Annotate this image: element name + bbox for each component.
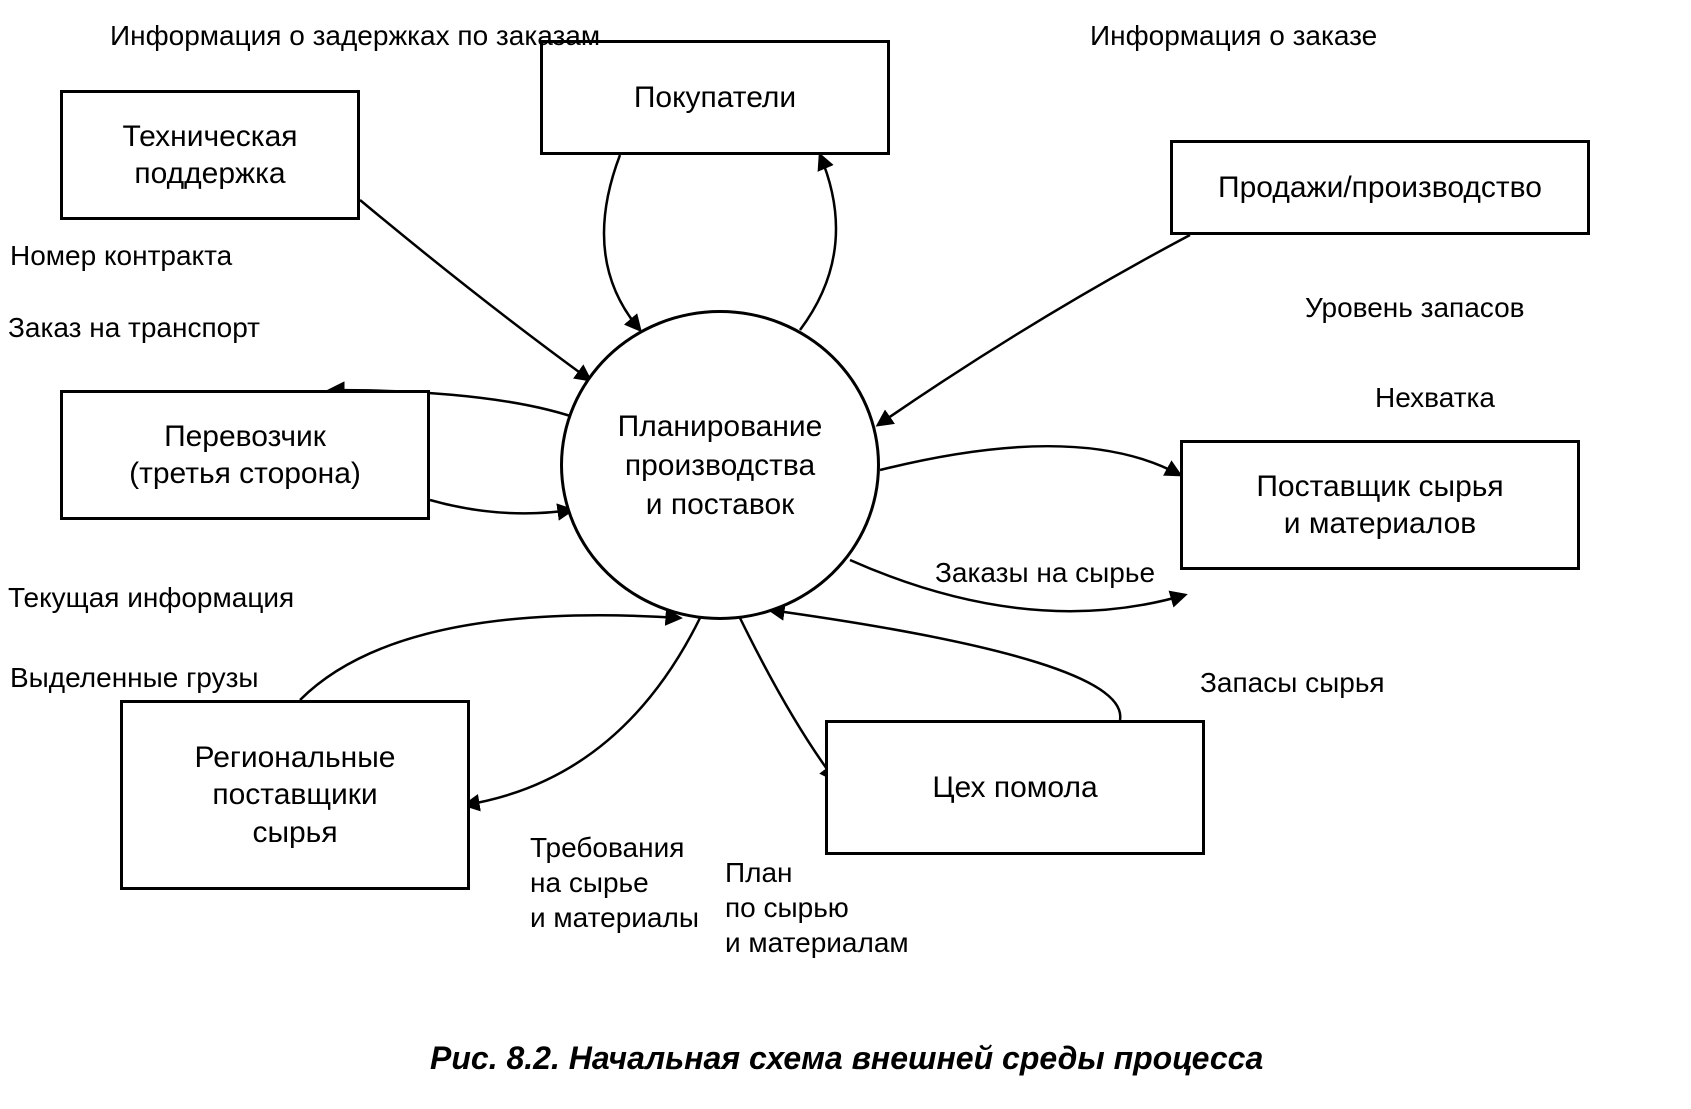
edge-label-shortage: Нехватка [1375, 380, 1495, 415]
node-label-sales: Продажи/производство [1218, 169, 1542, 207]
edge-label-order_info: Информация о заказе [1090, 18, 1377, 53]
node-regional: Региональные поставщики сырья [120, 700, 470, 890]
edge-label-current: Текущая информация [8, 580, 294, 615]
edge-regional-center [300, 615, 680, 700]
node-label-tech: Техническая поддержка [122, 118, 297, 193]
edge-label-raw_orders: Заказы на сырье [935, 555, 1155, 590]
edge-sales-center [878, 235, 1190, 425]
edge-label-stock_lvl: Уровень запасов [1305, 290, 1525, 325]
edge-center-supplier-shortage [880, 446, 1180, 475]
edge-mill-center-stock [770, 610, 1120, 720]
edge-center-mill-plan [740, 618, 835, 780]
edge-label-transport: Заказ на транспорт [8, 310, 260, 345]
edge-buyers-to-center [604, 155, 640, 330]
edge-carrier-center [430, 500, 572, 513]
edge-tech-center [360, 200, 590, 380]
node-supplier: Поставщик сырья и материалов [1180, 440, 1580, 570]
edge-label-allocated: Выделенные грузы [10, 660, 259, 695]
node-buyers: Покупатели [540, 40, 890, 155]
node-mill: Цех помола [825, 720, 1205, 855]
diagram-canvas: Планирование производства и поставок Техн… [0, 0, 1691, 1109]
node-label-carrier: Перевозчик (третья сторона) [129, 418, 361, 493]
node-label-mill: Цех помола [932, 769, 1097, 807]
edge-label-contract: Номер контракта [10, 238, 232, 273]
edge-label-delays: Информация о задержках по заказам [110, 18, 600, 53]
edge-label-plan: План по сырью и материалам [725, 855, 909, 960]
node-carrier: Перевозчик (третья сторона) [60, 390, 430, 520]
figure-caption: Рис. 8.2. Начальная схема внешней среды … [430, 1040, 1263, 1077]
edge-center-regional [465, 618, 700, 805]
node-label-buyers: Покупатели [634, 79, 796, 117]
edge-label-raw_stock: Запасы сырья [1200, 665, 1385, 700]
node-center: Планирование производства и поставок [560, 310, 880, 620]
node-tech: Техническая поддержка [60, 90, 360, 220]
edge-label-reqs: Требования на сырье и материалы [530, 830, 699, 935]
node-label-regional: Региональные поставщики сырья [195, 739, 396, 852]
node-label-center: Планирование производства и поставок [618, 407, 823, 524]
edge-center-to-buyers [800, 155, 836, 330]
node-label-supplier: Поставщик сырья и материалов [1256, 468, 1503, 543]
node-sales: Продажи/производство [1170, 140, 1590, 235]
